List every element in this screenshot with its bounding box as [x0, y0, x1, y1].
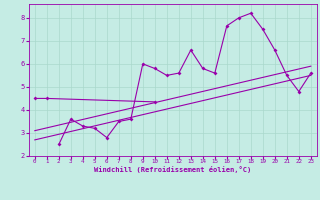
X-axis label: Windchill (Refroidissement éolien,°C): Windchill (Refroidissement éolien,°C) [94, 166, 252, 173]
